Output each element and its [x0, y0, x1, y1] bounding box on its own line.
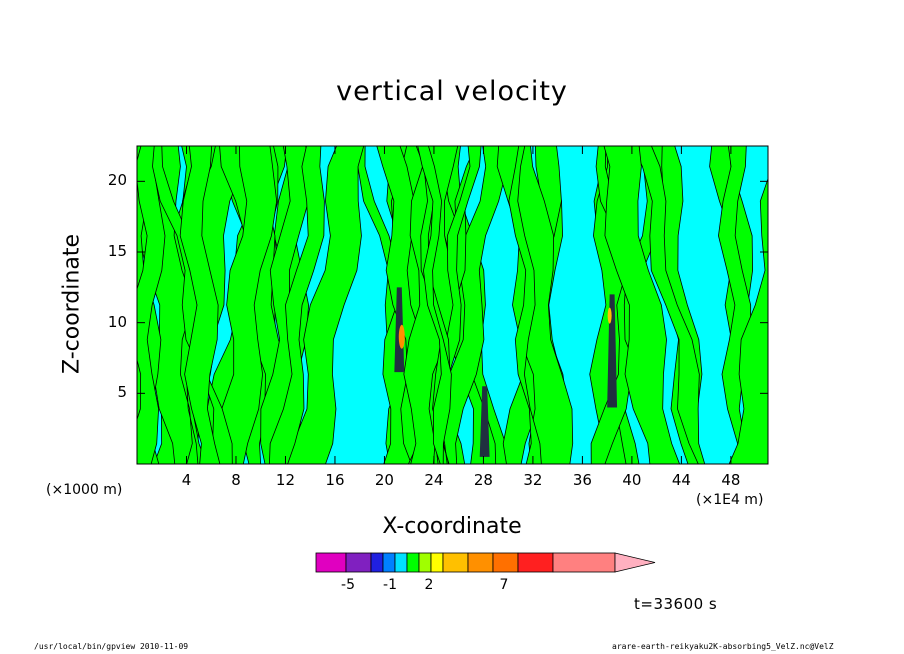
- time-label: t=33600 s: [634, 595, 718, 613]
- colorbar-swatch: [382, 552, 396, 573]
- contour-region: [439, 146, 508, 464]
- y-tick-label: 20: [107, 171, 127, 190]
- colorbar-swatch: [315, 552, 347, 573]
- contour-region: [508, 146, 542, 464]
- updraft-core: [394, 287, 405, 373]
- x-tick-label: 4: [181, 471, 192, 489]
- y-axis-label: Z-coordinate: [59, 234, 85, 374]
- contour-region: [417, 146, 452, 464]
- colorbar-swatch: [345, 552, 372, 573]
- contour-region: [728, 177, 768, 464]
- plot-frame: [136, 145, 769, 465]
- x-tick-label: 36: [572, 471, 592, 489]
- colorbar-swatch: [552, 552, 616, 573]
- contour-region: [603, 146, 681, 464]
- colorbar-swatch: [492, 552, 519, 573]
- colorbar-tick-label: -1: [383, 577, 397, 593]
- y-tick-label: 10: [107, 312, 127, 331]
- x-unit-note: (×1000 m): [46, 482, 123, 498]
- x-tick-label: 20: [374, 471, 394, 489]
- x-tick-label: 32: [523, 471, 543, 489]
- x-tick-label: 24: [424, 471, 444, 489]
- colorbar-swatch: [467, 552, 494, 573]
- updraft-core-peak: [607, 307, 612, 324]
- colorbar-swatch: [517, 552, 554, 573]
- y-tick-label: 15: [107, 242, 127, 260]
- colorbar-swatch: [394, 552, 408, 573]
- footer-file-name: arare-earth-reikyaku2K-absorbing5_VelZ.n…: [612, 642, 834, 651]
- colorbar-tick-label: 2: [424, 577, 434, 593]
- colorbar-swatch: [418, 552, 432, 573]
- x-tick-label: 16: [325, 471, 345, 489]
- updraft-core: [479, 386, 490, 457]
- x-tick-label: 48: [721, 471, 741, 489]
- updraft-core-peak: [398, 324, 405, 349]
- colorbar-swatch: [370, 552, 384, 573]
- contour-region: [269, 146, 325, 464]
- footer-program-path: /usr/local/bin/gpview 2010-11-09: [34, 642, 189, 651]
- axis-ticks: [137, 146, 768, 464]
- contour-region: [286, 146, 365, 464]
- x-tick-label: 44: [671, 471, 691, 489]
- x-tick-label: 28: [473, 471, 493, 489]
- x-tick-label: 40: [622, 471, 642, 489]
- contour-region: [214, 146, 278, 464]
- contour-region: [632, 146, 706, 464]
- x-tick-label: 8: [231, 471, 241, 489]
- colorbar-swatch: [442, 552, 469, 573]
- contour-region: [179, 146, 221, 464]
- colorbar-tick-label: -5: [341, 577, 355, 593]
- colorbar-tick-label: 7: [499, 577, 509, 593]
- colorbar-swatch: [406, 552, 420, 573]
- chart-title: vertical velocity: [336, 76, 568, 107]
- contour-plot-area: [137, 146, 768, 464]
- x-scale-note: (×1E4 m): [696, 492, 764, 508]
- colorbar-overflow-arrow: [614, 552, 656, 573]
- colorbar-swatch: [430, 552, 444, 573]
- x-tick-label: 12: [275, 471, 296, 489]
- y-tick-label: 5: [117, 383, 127, 402]
- colorbar: [315, 552, 656, 573]
- x-axis-label: X-coordinate: [382, 514, 522, 539]
- contour-region: [137, 146, 166, 464]
